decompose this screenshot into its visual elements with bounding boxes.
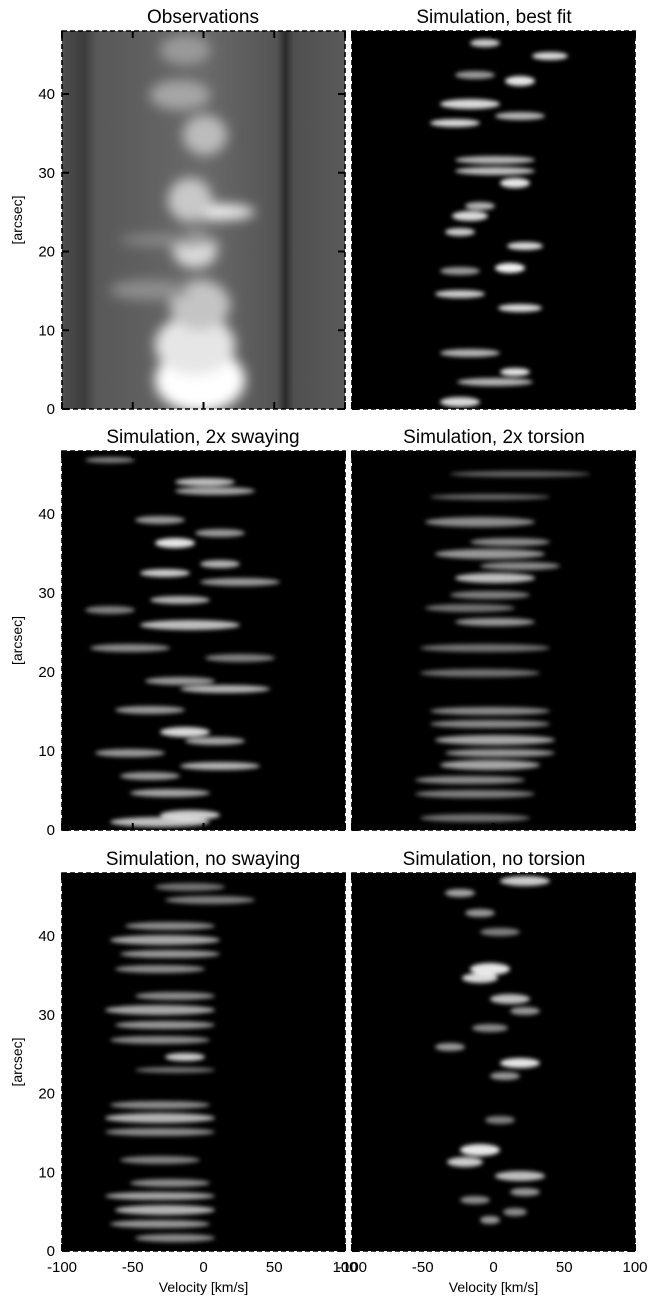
y-axis-label: [arcsec] — [9, 1037, 25, 1086]
panel-best-fit: Simulation, best fit — [351, 7, 636, 410]
y-axis-label: [arcsec] — [9, 616, 25, 665]
y-tick-label: 30 — [38, 585, 55, 602]
x-tick-label: 100 — [622, 1259, 647, 1276]
panel-observations: Observations — [61, 7, 346, 410]
panel-no-swaying: Simulation, no swaying — [61, 849, 346, 1252]
x-tick-label: 100 — [332, 1259, 357, 1276]
panel-2x-swaying: Simulation, 2x swaying — [61, 427, 346, 831]
y-tick-label: 20 — [38, 244, 55, 261]
panel-title: Simulation, no torsion — [403, 849, 586, 870]
x-tick-label: -50 — [122, 1259, 144, 1276]
panel-title: Simulation, no swaying — [106, 849, 300, 870]
panel-title: Simulation, best fit — [416, 7, 572, 28]
x-axis-label: Velocity [km/s] — [159, 1279, 248, 1295]
y-tick-label: 0 — [47, 1243, 55, 1260]
y-tick-label: 30 — [38, 1007, 55, 1024]
x-tick-label: 50 — [556, 1259, 573, 1276]
y-tick-label: 40 — [38, 506, 55, 523]
y-tick-label: 0 — [47, 401, 55, 418]
heatmap-image — [62, 451, 345, 830]
x-tick-label: -100 — [337, 1259, 367, 1276]
panel-title: Observations — [147, 7, 259, 28]
y-tick-label: 10 — [38, 322, 55, 339]
heatmap-image — [352, 873, 635, 1251]
x-tick-label: 50 — [266, 1259, 283, 1276]
y-tick-label: 40 — [38, 86, 55, 103]
heatmap-image — [62, 31, 345, 409]
heatmap-image — [62, 873, 345, 1251]
y-tick-label: 20 — [38, 1086, 55, 1103]
x-tick-label: -100 — [47, 1259, 77, 1276]
x-tick-label: -50 — [412, 1259, 434, 1276]
x-tick-label: 0 — [489, 1259, 497, 1276]
heatmap-image — [352, 451, 635, 830]
x-axis-label: Velocity [km/s] — [449, 1279, 538, 1295]
y-axis-label: [arcsec] — [9, 195, 25, 244]
axes-layer: 0 10 20 30 40 [arcsec] 0 10 20 30 40 [arcsec] 0 10 20 3… — [9, 31, 648, 1295]
panel-title: Simulation, 2x torsion — [403, 427, 585, 448]
y-tick-label: 20 — [38, 664, 55, 681]
heatmap-image — [352, 31, 635, 409]
y-tick-label: 0 — [47, 822, 55, 839]
y-tick-label: 10 — [38, 743, 55, 760]
panel-title: Simulation, 2x swaying — [106, 427, 299, 448]
x-tick-label: 0 — [199, 1259, 207, 1276]
panel-2x-torsion: Simulation, 2x torsion — [351, 427, 636, 831]
panel-no-torsion: Simulation, no torsion — [351, 849, 636, 1252]
y-tick-label: 30 — [38, 165, 55, 182]
y-tick-label: 40 — [38, 928, 55, 945]
y-tick-label: 10 — [38, 1164, 55, 1181]
